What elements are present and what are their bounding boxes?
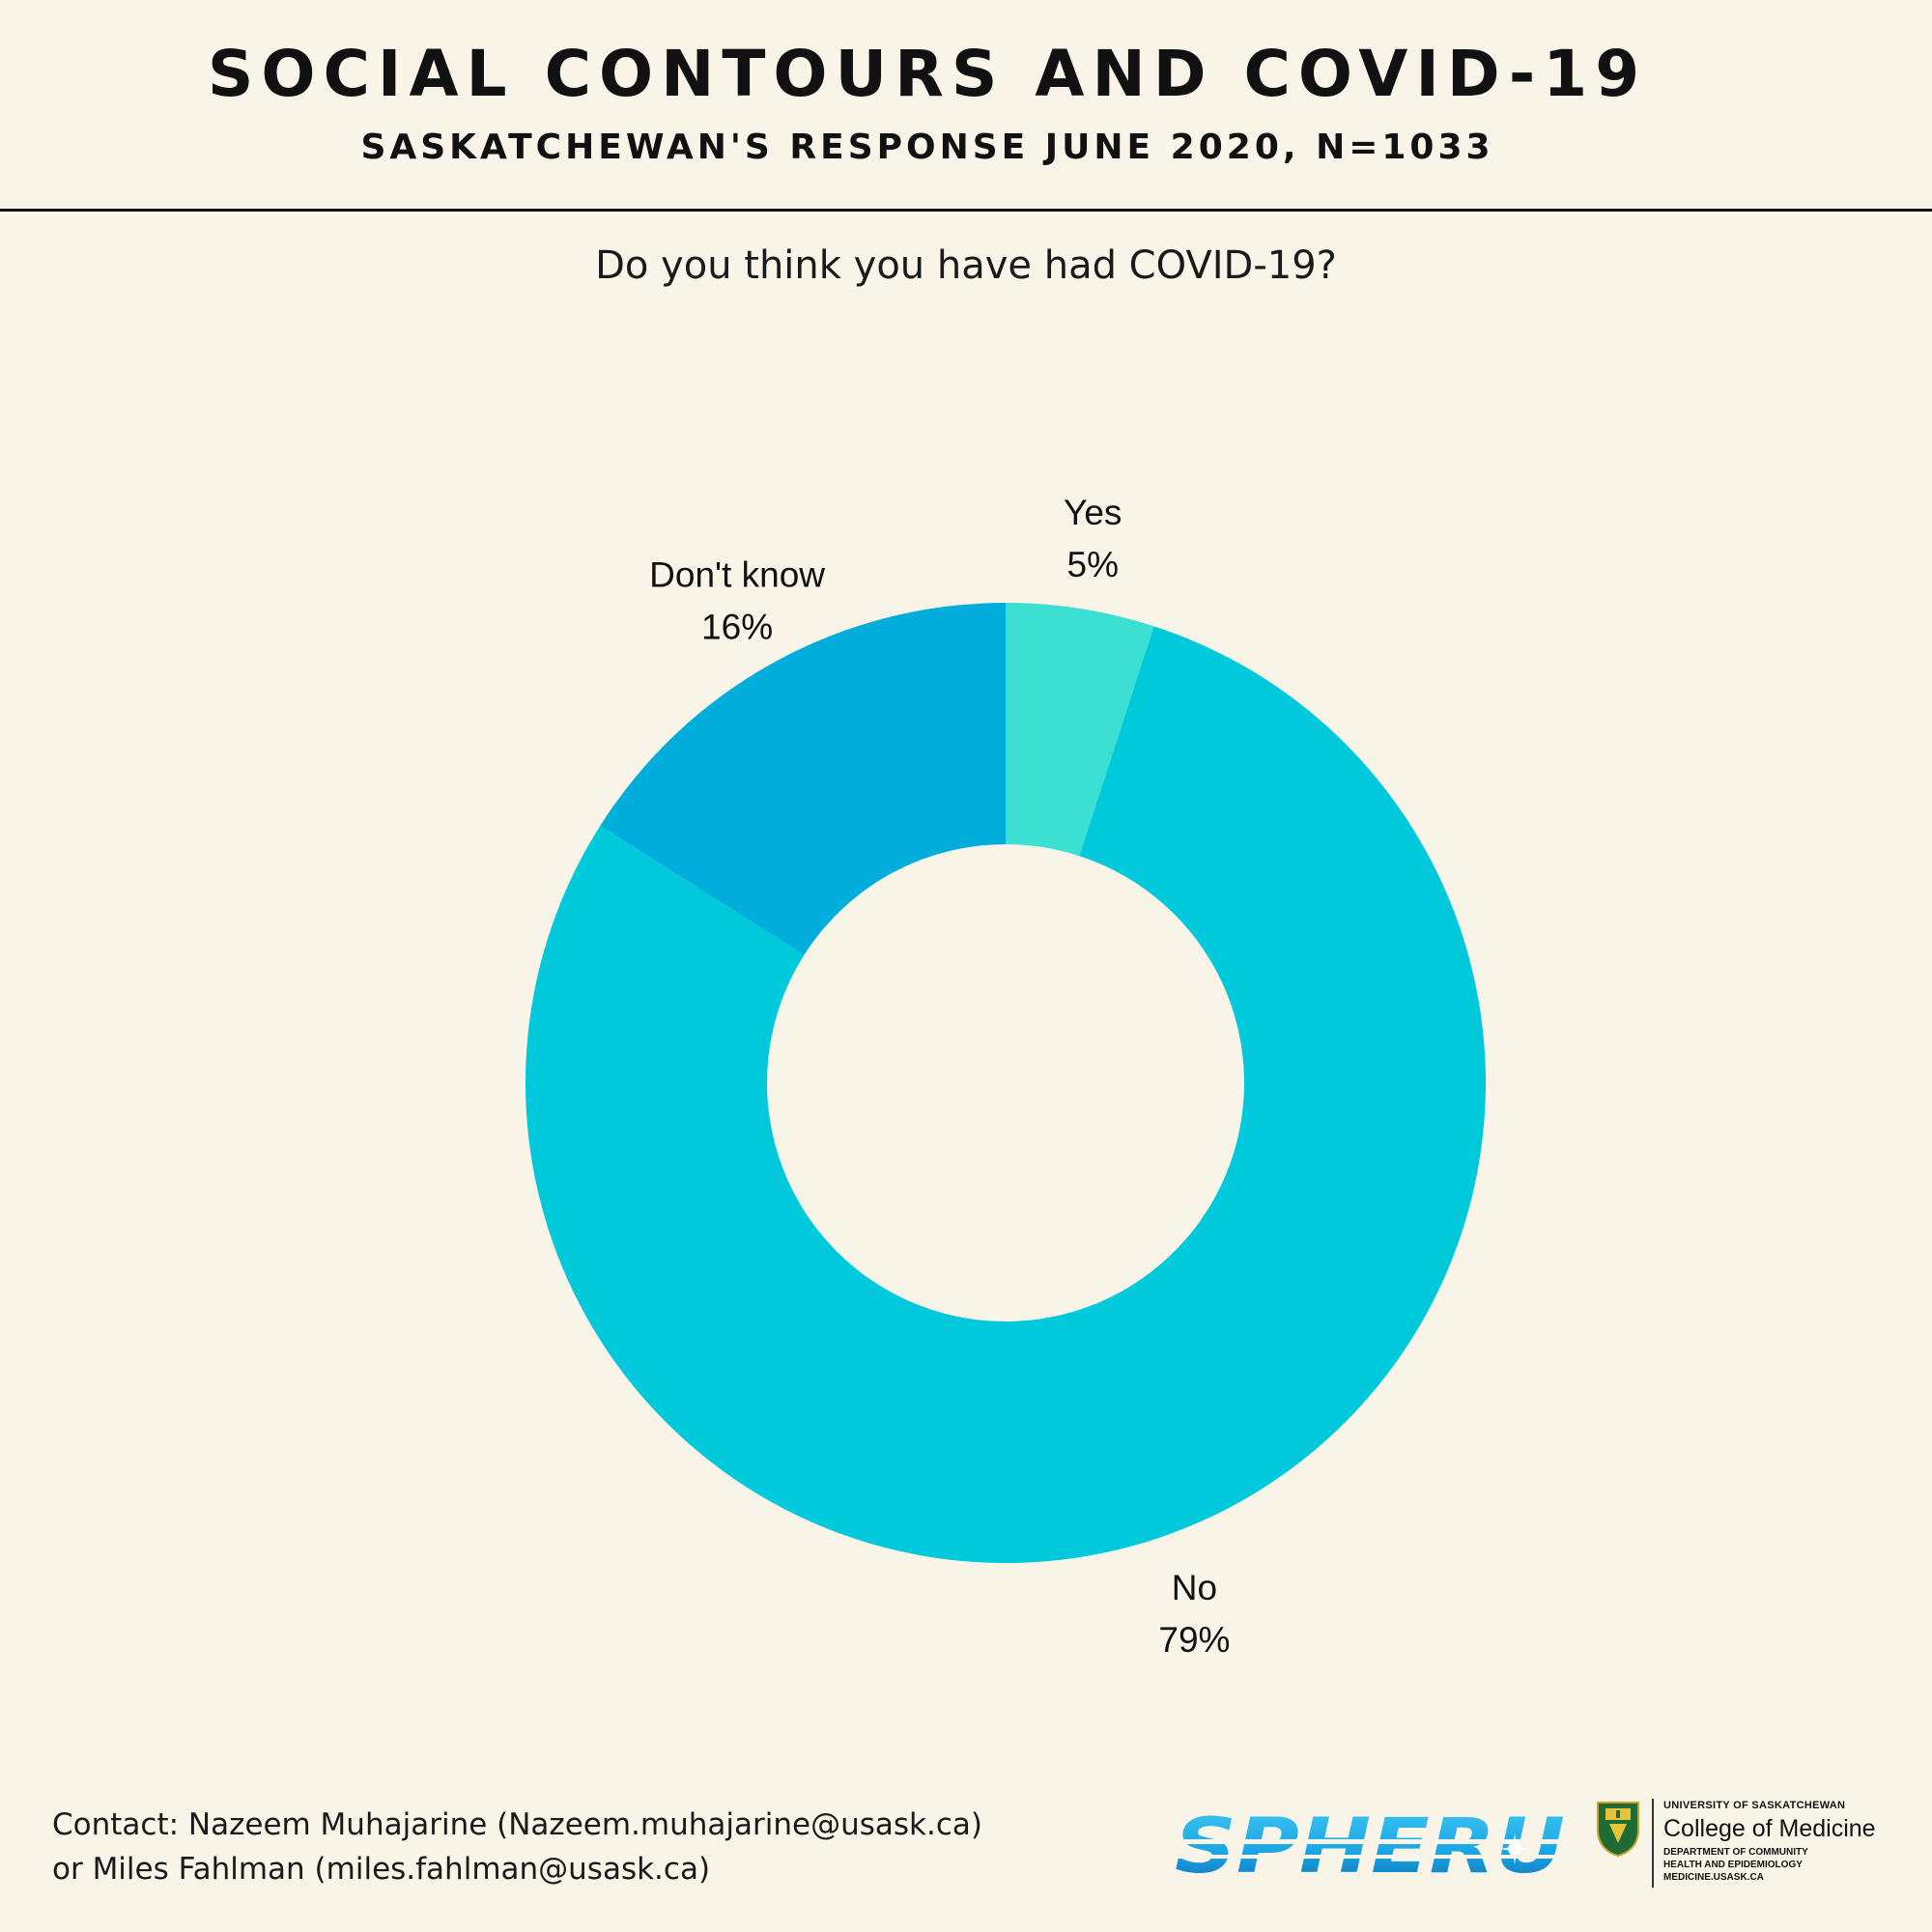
chart-subtitle: SASKATCHEWAN'S RESPONSE JUNE 2020, N=103… <box>360 128 1494 167</box>
slice-label-don-t-know: Don't know <box>649 554 825 594</box>
survey-question: Do you think you have had COVID-19? <box>595 243 1337 288</box>
slice-label-yes: Yes <box>1064 493 1122 532</box>
donut-slices <box>525 603 1486 1563</box>
usask-college-of-medicine-logo: UNIVERSITY OF SASKATCHEWAN College of Me… <box>1596 1799 1895 1895</box>
slice-don-t-know <box>600 603 1006 955</box>
spheru-logo: SPHERU <box>1171 1810 1569 1884</box>
slice-labels: Yes 5% No 79% Don't know 16% <box>649 493 1230 1660</box>
slice-value-no: 79% <box>1158 1620 1230 1660</box>
usask-text-block: UNIVERSITY OF SASKATCHEWAN College of Me… <box>1663 1799 1905 1884</box>
usask-department-line-1: DEPARTMENT OF COMMUNITY <box>1663 1847 1808 1858</box>
usask-divider <box>1652 1799 1654 1888</box>
usask-crest-icon <box>1597 1802 1639 1857</box>
usask-college-name: College of Medicine <box>1663 1815 1876 1842</box>
slice-no <box>525 626 1486 1563</box>
usask-website: MEDICINE.USASK.CA <box>1663 1872 1764 1883</box>
slice-value-yes: 5% <box>1067 545 1119 584</box>
chart-title: SOCIAL CONTOURS AND COVID-19 <box>207 37 1648 111</box>
usask-university-name: UNIVERSITY OF SASKATCHEWAN <box>1663 1800 1846 1811</box>
slice-value-don-t-know: 16% <box>701 607 773 646</box>
slice-label-no: No <box>1172 1568 1217 1607</box>
contact-line-2: or Miles Fahlman (miles.fahlman@usask.ca… <box>52 1852 711 1887</box>
contact-line-1: Contact: Nazeem Muhajarine (Nazeem.muhaj… <box>52 1807 982 1842</box>
header-divider <box>0 209 1932 212</box>
slice-yes <box>1006 603 1154 857</box>
contact-info: Contact: Nazeem Muhajarine (Nazeem.muhaj… <box>52 1803 982 1891</box>
usask-department-line-2: HEALTH AND EPIDEMIOLOGY <box>1663 1860 1803 1870</box>
spheru-logo-text: SPHERU <box>1175 1810 1565 1884</box>
